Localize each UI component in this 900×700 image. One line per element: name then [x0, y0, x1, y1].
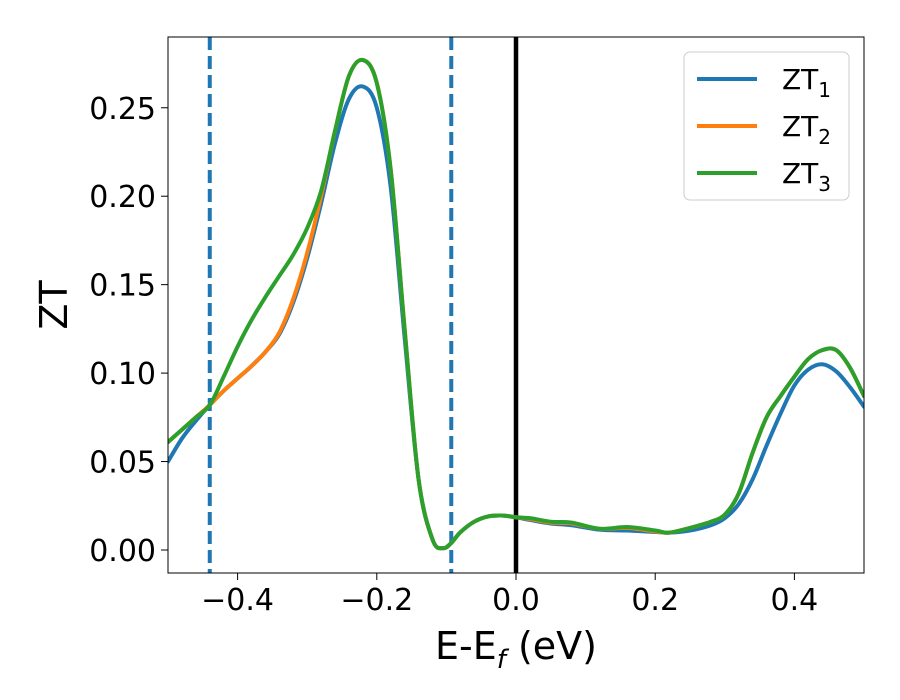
legend-box	[683, 51, 850, 201]
legend: ZT1 ZT2 ZT3	[683, 51, 850, 201]
y-tick-label: 0.05	[89, 446, 156, 481]
x-tick-label: 0.0	[492, 583, 540, 618]
y-axis-label: ZT	[32, 280, 76, 330]
y-tick-label: 0.20	[89, 180, 156, 215]
legend-label-zt1: ZT1	[782, 63, 831, 102]
series-lines	[168, 57, 864, 551]
y-axis-ticks: 0.00 0.05 0.10 0.15 0.20 0.25	[89, 92, 168, 569]
x-axis-label: E-Ef (eV)	[435, 624, 597, 675]
x-tick-label: 0.2	[631, 583, 679, 618]
y-tick-label: 0.10	[89, 357, 156, 392]
reference-lines	[207, 37, 519, 573]
x-tick-label: 0.4	[771, 583, 819, 618]
x-tick-label: −0.4	[201, 583, 274, 618]
y-tick-label: 0.00	[89, 534, 156, 569]
series-line-zt3	[168, 57, 864, 551]
legend-label-zt3: ZT3	[782, 157, 831, 196]
legend-label-zt2: ZT2	[782, 110, 831, 149]
x-tick-label: −0.2	[340, 583, 413, 618]
y-tick-label: 0.15	[89, 269, 156, 304]
y-tick-label: 0.25	[89, 92, 156, 127]
x-axis-ticks: −0.4 −0.2 0.0 0.2 0.4	[201, 573, 818, 618]
